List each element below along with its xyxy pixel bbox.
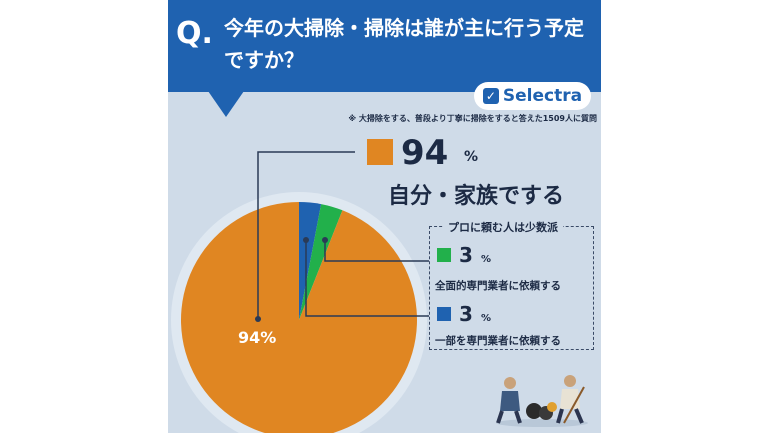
pie-slice-self bbox=[181, 202, 417, 433]
leader-line-partial bbox=[305, 240, 429, 317]
legend-value-partial: 3 bbox=[459, 302, 473, 326]
cleaning-people-illustration bbox=[496, 375, 588, 427]
legend-swatch-full bbox=[437, 248, 451, 262]
leader-lines bbox=[255, 151, 429, 322]
pie-slices bbox=[181, 202, 417, 433]
selectra-logo: ✓ Selectra bbox=[474, 82, 591, 110]
leader-dot-partial bbox=[303, 237, 309, 243]
pie-slice-full bbox=[299, 204, 343, 320]
pro-callout-title: プロに頼む人は少数派 bbox=[443, 219, 563, 235]
legend-value-full: 3 bbox=[459, 243, 473, 267]
legend-swatch-self bbox=[367, 139, 393, 165]
pie-chart bbox=[171, 151, 429, 433]
leader-line-self bbox=[257, 151, 355, 319]
leader-line-full bbox=[324, 240, 429, 262]
question-mark-label: Q. bbox=[176, 16, 213, 51]
pie-slice-label-self: 94% bbox=[238, 328, 277, 347]
leader-dot-full bbox=[322, 237, 328, 243]
check-icon: ✓ bbox=[482, 88, 499, 104]
legend-label-self: 自分・家族でする bbox=[388, 184, 565, 209]
infographic-card: Q. 今年の大掃除・掃除は誰が主に行う予定ですか？ ✓ Selectra ※ 大… bbox=[168, 0, 601, 433]
legend-unit-full: % bbox=[481, 254, 492, 265]
legend-unit-self: % bbox=[464, 149, 479, 165]
legend-unit-partial: % bbox=[481, 313, 492, 324]
legend-value-self: 94 bbox=[401, 133, 449, 173]
pie-slice-partial bbox=[299, 202, 322, 320]
leader-dot-self bbox=[255, 316, 261, 322]
banner-tail bbox=[208, 91, 244, 117]
legend-swatch-partial bbox=[437, 307, 451, 321]
legend-label-partial: 一部を専門業者に依頼する bbox=[435, 335, 561, 347]
legend-label-full: 全面的専門業者に依頼する bbox=[435, 280, 561, 292]
logo-text: Selectra bbox=[502, 86, 583, 106]
question-banner bbox=[168, 0, 601, 92]
question-text: 今年の大掃除・掃除は誰が主に行う予定ですか？ bbox=[224, 16, 584, 72]
survey-note: ※ 大掃除をする、普段より丁寧に掃除をすると答えた1509人に質問 bbox=[348, 114, 597, 123]
